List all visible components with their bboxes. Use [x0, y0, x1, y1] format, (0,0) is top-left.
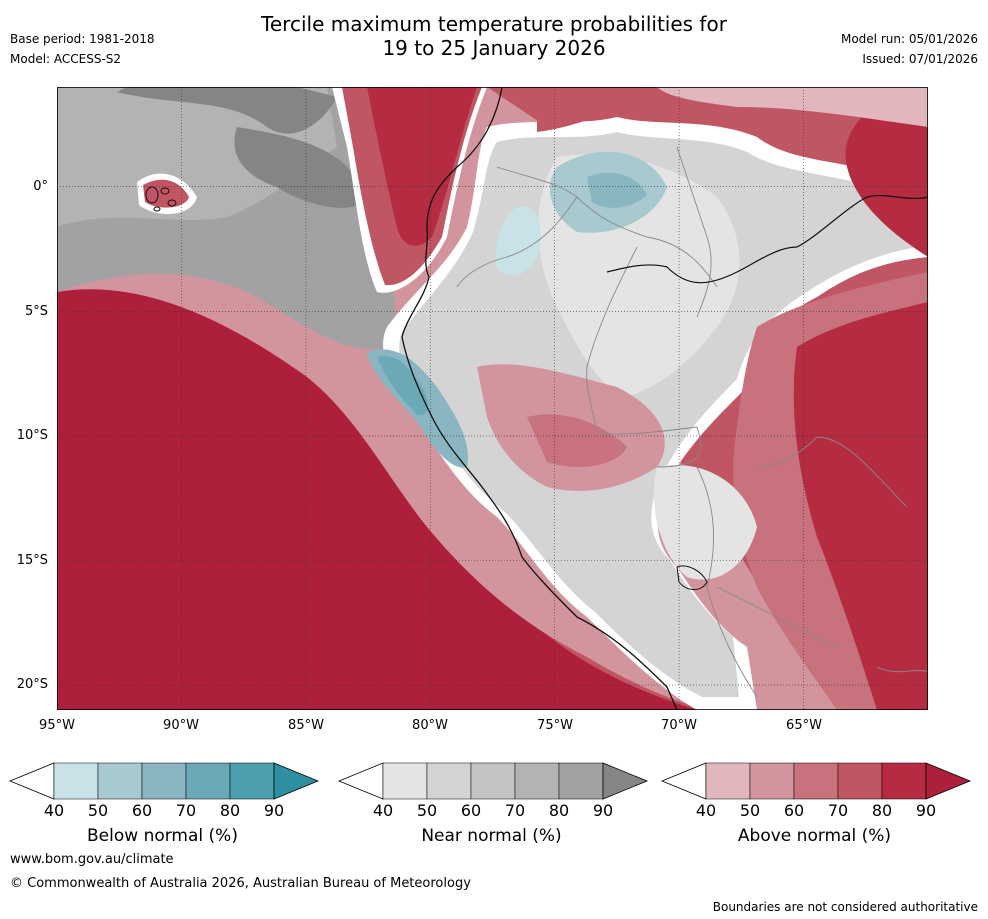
footer-copyright: © Commonwealth of Australia 2026, Austra… [10, 876, 471, 891]
cb-above-tick-50: 50 [739, 801, 761, 820]
cb-below-label: Below normal (%) [87, 826, 238, 846]
colorbar-below-segment-1 [53, 762, 99, 800]
lon-label-85w: 85°W [288, 718, 324, 733]
chart-title: Tercile maximum temperature probabilitie… [0, 12, 988, 60]
galapagos-islands [145, 186, 177, 212]
coastline [401, 87, 678, 710]
field-below-50 [495, 206, 541, 276]
cb-above-label: Above normal (%) [737, 826, 892, 846]
lon-label-70w: 70°W [661, 718, 697, 733]
cb-below-tick-60: 60 [131, 801, 153, 820]
lat-label-10s: 10°S [16, 428, 48, 443]
lat-label-0: 0° [33, 179, 48, 194]
title-line-2: 19 to 25 January 2026 [382, 36, 606, 60]
model-name: Model: ACCESS-S2 [10, 52, 122, 66]
footer-disclaimer: Boundaries are not considered authoritat… [712, 900, 978, 914]
footer-url: www.bom.gov.au/climate [10, 852, 174, 867]
base-period: Base period: 1981-2018 [10, 32, 155, 46]
lon-label-90w: 90°W [163, 718, 199, 733]
lat-label-5s: 5°S [24, 304, 48, 319]
lake-titicaca [676, 565, 708, 590]
colorbar-above-segment-1 [705, 762, 751, 800]
lon-label-80w: 80°W [412, 718, 448, 733]
meta-left: Base period: 1981-2018 Model: ACCESS-S2 [10, 31, 155, 67]
cb-above-tick-80: 80 [871, 801, 893, 820]
colorbar-below-segment-2 [97, 762, 143, 800]
cb-below-tick-70: 70 [175, 801, 197, 820]
cb-near-tick-80: 80 [548, 801, 570, 820]
colorbar-below-segment-3 [141, 762, 187, 800]
colorbar-near-segment-4 [514, 762, 560, 800]
issued-date: Issued: 07/01/2026 [862, 52, 978, 66]
cb-below-tick-90: 90 [263, 801, 285, 820]
colorbar-near-segment-1 [382, 762, 428, 800]
title-line-1: Tercile maximum temperature probabilitie… [261, 12, 727, 36]
lon-label-75w: 75°W [537, 718, 573, 733]
cb-below-tick-50: 50 [87, 801, 109, 820]
cb-above-tick-40: 40 [695, 801, 717, 820]
cb-near-label: Near normal (%) [421, 826, 562, 846]
colorbar-above-min-extend [660, 762, 707, 800]
map-frame [57, 87, 928, 710]
cb-below-tick-80: 80 [219, 801, 241, 820]
lon-label-95w: 95°W [39, 718, 75, 733]
model-run: Model run: 05/01/2026 [840, 32, 978, 46]
colorbar-near-min-extend [337, 762, 384, 800]
cb-above-tick-70: 70 [827, 801, 849, 820]
lon-label-65w: 65°W [786, 718, 822, 733]
colorbar-below-min-extend [8, 762, 55, 800]
colorbar-near [337, 762, 649, 800]
colorbar-above-segment-2 [749, 762, 795, 800]
colorbar-near-max-extend [602, 762, 649, 800]
field-near-50 [399, 132, 917, 697]
colorbar-below-segment-4 [185, 762, 231, 800]
meta-right: Model run: 05/01/2026 Issued: 07/01/2026 [841, 31, 978, 67]
cb-below-tick-40: 40 [43, 801, 65, 820]
colorbar-below-segment-5 [229, 762, 275, 800]
colorbar-below-max-extend [273, 762, 320, 800]
lat-label-15s: 15°S [16, 553, 48, 568]
colorbar-near-segment-2 [426, 762, 472, 800]
cb-near-tick-50: 50 [416, 801, 438, 820]
amazon-river [606, 194, 928, 284]
colorbar-above-segment-5 [881, 762, 927, 800]
gridlines [57, 87, 928, 710]
cb-near-tick-70: 70 [504, 801, 526, 820]
probability-map [57, 87, 928, 710]
cb-above-tick-60: 60 [783, 801, 805, 820]
colorbar-above-max-extend [925, 762, 972, 800]
colorbar-above-segment-3 [793, 762, 839, 800]
colorbar-below [8, 762, 320, 800]
colorbar-near-segment-5 [558, 762, 604, 800]
country-borders [456, 146, 928, 698]
cb-near-tick-60: 60 [460, 801, 482, 820]
colorbar-above [660, 762, 972, 800]
colorbar-above-segment-4 [837, 762, 883, 800]
field-near-90 [117, 87, 337, 134]
cb-above-tick-90: 90 [915, 801, 937, 820]
colorbars [8, 762, 972, 800]
colorbar-near-segment-3 [470, 762, 516, 800]
lat-label-20s: 20°S [16, 677, 48, 692]
cb-near-tick-40: 40 [372, 801, 394, 820]
cb-near-tick-90: 90 [592, 801, 614, 820]
